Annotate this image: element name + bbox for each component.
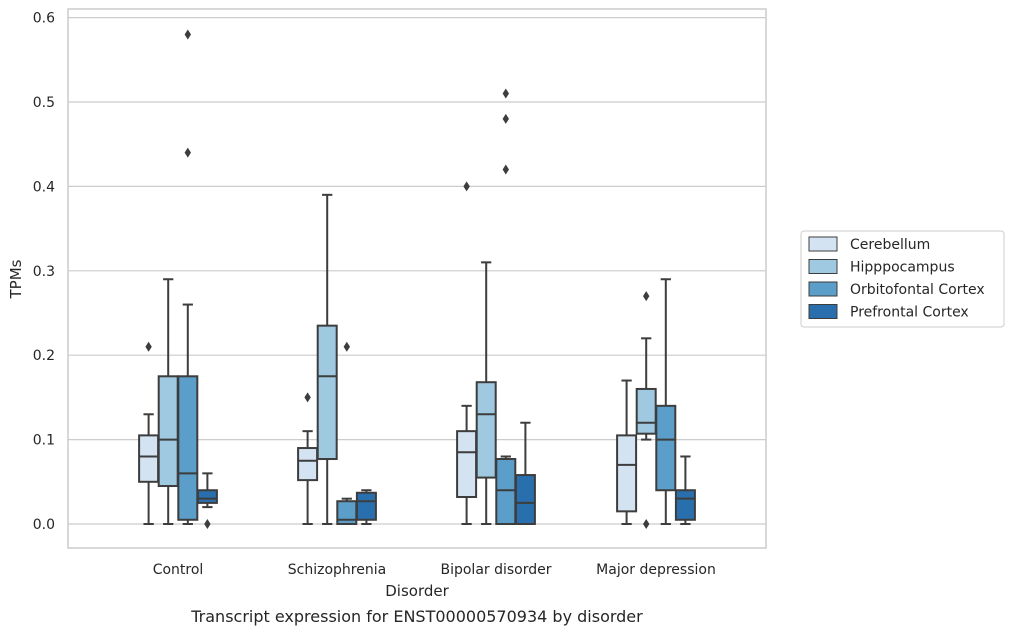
outlier-point — [643, 519, 650, 529]
box-0-2 — [177, 29, 199, 525]
legend-entry: Prefrontal Cortex — [850, 305, 969, 321]
box-1-0 — [297, 392, 319, 525]
legend-entry: Hipppocampus — [850, 260, 955, 276]
box-0-3 — [196, 472, 218, 529]
y-axis-ticks: 0.0 0.1 0.2 0.3 0.4 0.5 0.6 — [33, 11, 55, 533]
box-3-0 — [616, 379, 638, 525]
outlier-point — [643, 291, 650, 302]
y-axis-label: TPMs — [7, 259, 25, 299]
y-tick-label: 0.4 — [33, 179, 55, 195]
legend-swatch — [808, 281, 838, 297]
outlier-point — [502, 113, 509, 124]
box-body — [316, 324, 338, 461]
outlier-point — [502, 164, 509, 175]
box-3-1 — [635, 291, 657, 529]
legend-swatch — [808, 259, 838, 274]
box-3-3 — [674, 455, 696, 525]
outlier-point — [304, 392, 311, 403]
legend-entry: Orbitofontal Cortex — [850, 282, 985, 298]
outlier-point — [204, 519, 211, 529]
x-axis-ticks: Control Schizophrenia Bipolar disorder Majo… — [153, 562, 716, 578]
legend-swatch — [808, 236, 838, 252]
box-body — [674, 489, 696, 521]
box-2-0 — [456, 181, 478, 525]
box-body — [475, 381, 497, 479]
box-body — [456, 430, 478, 498]
box-body — [355, 491, 377, 521]
box-body — [495, 458, 517, 525]
outlier-point — [145, 341, 152, 352]
box-body — [635, 387, 657, 435]
box-1-1 — [316, 193, 338, 525]
box-body — [616, 434, 638, 513]
x-tick-label: Bipolar disorder — [440, 562, 551, 578]
y-tick-label: 0.3 — [33, 264, 55, 280]
y-tick-label: 0.0 — [33, 517, 55, 533]
outlier-point — [343, 341, 350, 352]
y-tick-label: 0.6 — [33, 11, 55, 27]
outlier-point — [184, 29, 191, 40]
legend: Cerebellum Hipppocampus Orbitofontal Corte… — [800, 230, 1005, 328]
outlier-point — [502, 88, 509, 99]
box-2-1 — [475, 261, 497, 525]
y-tick-label: 0.5 — [33, 95, 55, 111]
box-2-3 — [514, 421, 536, 526]
chart-caption: Transcript expression for ENST0000057093… — [190, 607, 643, 626]
legend-swatch — [808, 304, 838, 319]
box-1-3 — [355, 489, 377, 525]
y-tick-label: 0.1 — [33, 433, 55, 449]
box-body — [138, 434, 160, 483]
outlier-point — [463, 181, 470, 192]
box-1-2 — [336, 341, 358, 526]
box-groups — [138, 29, 696, 529]
x-tick-label: Major depression — [596, 562, 716, 578]
outlier-point — [184, 147, 191, 158]
box-body — [514, 474, 536, 526]
legend-frame — [800, 230, 1005, 328]
box-body — [655, 404, 677, 492]
box-body — [196, 489, 218, 504]
box-body — [177, 375, 199, 521]
y-tick-label: 0.2 — [33, 348, 55, 364]
x-tick-label: Schizophrenia — [288, 562, 386, 578]
box-0-1 — [157, 278, 179, 525]
box-3-2 — [655, 278, 677, 525]
box-body — [157, 375, 179, 488]
legend-entry: Cerebellum — [850, 237, 930, 253]
x-axis-label: Disorder — [385, 582, 449, 600]
x-tick-label: Control — [153, 562, 204, 578]
box-body — [297, 447, 319, 482]
